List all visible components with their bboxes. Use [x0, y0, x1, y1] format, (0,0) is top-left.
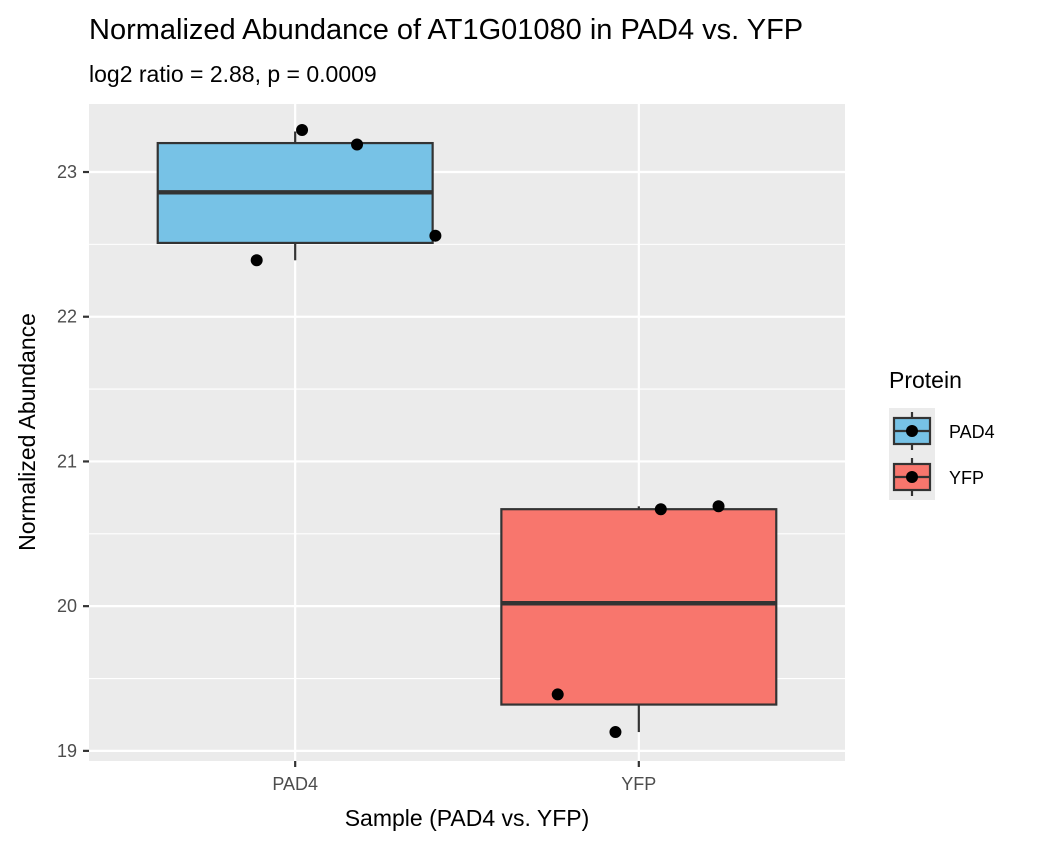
legend-key-point: [906, 425, 918, 437]
y-tick-label: 19: [57, 741, 77, 761]
legend-key-point: [906, 471, 918, 483]
data-point: [429, 229, 442, 242]
legend: Protein PAD4 YFP: [889, 367, 995, 500]
x-tick-label: YFP: [621, 774, 656, 794]
data-point: [551, 688, 564, 701]
x-axis-title: Sample (PAD4 vs. YFP): [345, 805, 590, 831]
x-axis: PAD4 YFP: [272, 761, 656, 794]
y-axis-title: Normalized Abundance: [14, 313, 40, 551]
x-tick-label: PAD4: [272, 774, 318, 794]
box-layer: [156, 131, 778, 733]
box-yfp: [500, 508, 778, 706]
point-layer: [250, 124, 725, 739]
data-point: [250, 254, 263, 267]
y-tick-label: 20: [57, 596, 77, 616]
y-tick-label: 23: [57, 162, 77, 182]
chart-subtitle: log2 ratio = 2.88, p = 0.0009: [89, 61, 377, 87]
data-point: [712, 500, 725, 513]
legend-label: YFP: [949, 468, 984, 488]
y-tick-label: 21: [57, 451, 77, 471]
y-axis: 19 20 21 22 23: [57, 162, 89, 761]
chart-title: Normalized Abundance of AT1G01080 in PAD…: [89, 14, 803, 46]
data-point: [609, 726, 622, 739]
data-point: [654, 503, 667, 516]
legend-title: Protein: [889, 367, 962, 393]
data-point: [296, 124, 309, 137]
y-tick-label: 22: [57, 307, 77, 327]
data-point: [351, 138, 364, 151]
legend-label: PAD4: [949, 422, 995, 442]
